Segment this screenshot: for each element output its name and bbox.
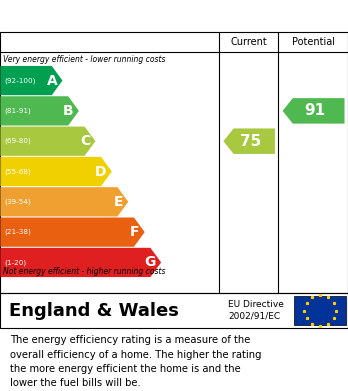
Text: England & Wales: England & Wales — [9, 301, 179, 319]
Text: (55-68): (55-68) — [4, 168, 31, 175]
Text: D: D — [95, 165, 106, 179]
Text: (1-20): (1-20) — [4, 259, 26, 266]
Text: 75: 75 — [240, 134, 261, 149]
Text: F: F — [130, 225, 140, 239]
Bar — [294, 296, 346, 325]
Text: (39-54): (39-54) — [4, 199, 31, 205]
Polygon shape — [223, 129, 275, 154]
Text: Potential: Potential — [292, 37, 335, 47]
Polygon shape — [0, 66, 63, 95]
Text: Energy Efficiency Rating: Energy Efficiency Rating — [10, 7, 239, 25]
Text: The energy efficiency rating is a measure of the
overall efficiency of a home. T: The energy efficiency rating is a measur… — [10, 335, 262, 388]
Text: 91: 91 — [304, 103, 326, 118]
Polygon shape — [0, 96, 79, 126]
Text: Very energy efficient - lower running costs: Very energy efficient - lower running co… — [3, 54, 166, 63]
Text: G: G — [144, 255, 156, 269]
Polygon shape — [0, 127, 95, 156]
Text: Not energy efficient - higher running costs: Not energy efficient - higher running co… — [3, 267, 166, 276]
Text: Current: Current — [230, 37, 267, 47]
Polygon shape — [0, 217, 145, 247]
Text: (92-100): (92-100) — [4, 77, 35, 84]
Text: A: A — [47, 74, 57, 88]
Text: EU Directive
2002/91/EC: EU Directive 2002/91/EC — [228, 300, 284, 321]
Text: E: E — [113, 195, 123, 209]
Polygon shape — [0, 248, 161, 277]
Polygon shape — [283, 98, 345, 124]
Text: C: C — [80, 134, 90, 148]
Polygon shape — [0, 157, 112, 186]
Text: (69-80): (69-80) — [4, 138, 31, 144]
Text: B: B — [63, 104, 74, 118]
Text: (21-38): (21-38) — [4, 229, 31, 235]
Polygon shape — [0, 187, 128, 217]
Text: (81-91): (81-91) — [4, 108, 31, 114]
